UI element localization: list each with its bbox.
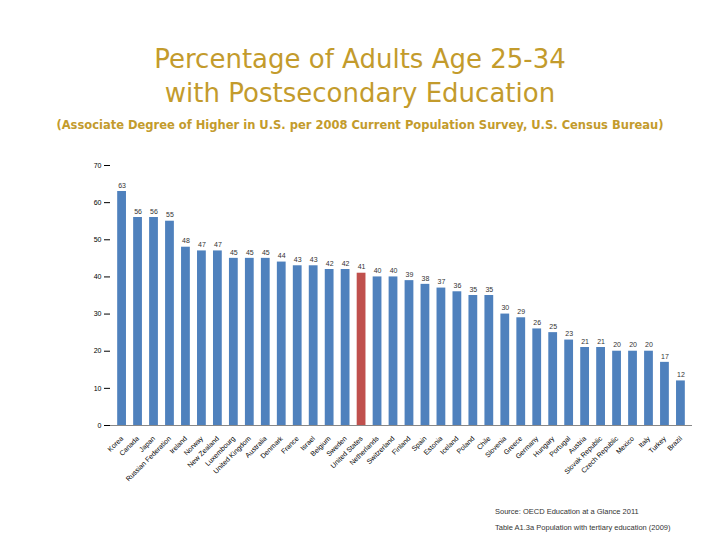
svg-text:Luxembourg: Luxembourg <box>203 434 237 468</box>
svg-text:25: 25 <box>549 323 557 330</box>
svg-text:48: 48 <box>182 237 190 244</box>
svg-text:43: 43 <box>294 256 302 263</box>
html-text:(Associate Degree of Higher in: (Associate Degree of Higher in U.S. per … <box>56 118 664 132</box>
svg-text:Netherlands: Netherlands <box>348 434 380 467</box>
svg-text:12: 12 <box>677 371 685 378</box>
svg-text:Hungary: Hungary <box>531 434 556 459</box>
svg-text:Germany: Germany <box>514 434 540 460</box>
svg-text:56: 56 <box>150 208 158 215</box>
svg-text:Italy: Italy <box>637 434 652 449</box>
svg-text:Switzerland: Switzerland <box>365 434 396 466</box>
svg-text:Chile: Chile <box>475 434 492 451</box>
html-text:Source: OECD Education at a Gl: Source: OECD Education at a Glance 2011 <box>495 507 639 516</box>
svg-text:21: 21 <box>581 338 589 345</box>
svg-text:Greece: Greece <box>502 434 524 456</box>
svg-text:Belgium: Belgium <box>309 434 332 458</box>
svg-text:17: 17 <box>661 353 669 360</box>
svg-text:30: 30 <box>94 310 102 317</box>
svg-text:35: 35 <box>485 286 493 293</box>
svg-text:37: 37 <box>438 278 446 285</box>
svg-text:Iceland: Iceland <box>438 434 460 456</box>
svg-text:47: 47 <box>198 241 206 248</box>
svg-text:30: 30 <box>501 304 509 311</box>
svg-text:45: 45 <box>230 249 238 256</box>
svg-text:20: 20 <box>613 341 621 348</box>
svg-text:21: 21 <box>597 338 605 345</box>
svg-text:Portugal: Portugal <box>548 434 572 458</box>
svg-text:47: 47 <box>214 241 222 248</box>
svg-text:35: 35 <box>469 286 477 293</box>
svg-text:Israel: Israel <box>298 434 316 452</box>
svg-text:42: 42 <box>342 260 350 267</box>
svg-text:Sweden: Sweden <box>325 434 348 458</box>
svg-text:50: 50 <box>94 236 102 243</box>
svg-text:Russian Federation: Russian Federation <box>124 435 172 483</box>
svg-text:56: 56 <box>134 208 142 215</box>
svg-text:29: 29 <box>517 308 525 315</box>
html-text:Percentage of Adults Age 25-34: Percentage of Adults Age 25-34 <box>154 44 566 74</box>
svg-text:Canada: Canada <box>118 435 140 457</box>
svg-text:40: 40 <box>94 273 102 280</box>
html-text:with Postsecondary Education: with Postsecondary Education <box>164 78 556 108</box>
svg-text:Austria: Austria <box>567 434 588 455</box>
svg-text:Denmark: Denmark <box>259 434 284 459</box>
svg-text:0: 0 <box>98 422 102 429</box>
svg-text:26: 26 <box>533 319 541 326</box>
svg-text:38: 38 <box>422 275 430 282</box>
svg-text:10: 10 <box>94 385 102 392</box>
svg-text:23: 23 <box>565 330 573 337</box>
svg-text:20: 20 <box>645 341 653 348</box>
svg-text:40: 40 <box>390 267 398 274</box>
svg-text:Mexico: Mexico <box>615 435 636 456</box>
svg-text:42: 42 <box>326 260 334 267</box>
svg-text:63: 63 <box>118 182 126 189</box>
svg-text:70: 70 <box>94 162 102 169</box>
svg-text:Finland: Finland <box>391 435 412 456</box>
svg-text:40: 40 <box>374 267 382 274</box>
svg-text:Slovenia: Slovenia <box>484 435 508 459</box>
svg-text:France: France <box>280 435 300 455</box>
svg-text:Ireland: Ireland <box>168 434 189 455</box>
svg-text:41: 41 <box>358 263 366 270</box>
svg-text:45: 45 <box>246 249 254 256</box>
svg-text:20: 20 <box>629 341 637 348</box>
svg-text:Slovak Republic: Slovak Republic <box>562 434 604 476</box>
svg-text:36: 36 <box>453 282 461 289</box>
svg-text:United Kingdom: United Kingdom <box>211 434 253 475</box>
svg-text:New Zealand: New Zealand <box>186 434 221 469</box>
svg-text:Estonia: Estonia <box>422 434 444 457</box>
svg-text:Turkey: Turkey <box>647 434 668 455</box>
svg-text:Poland: Poland <box>455 435 475 455</box>
html-text:Table A1.3a Population with te: Table A1.3a Population with tertiary edu… <box>495 523 671 532</box>
svg-text:39: 39 <box>406 271 414 278</box>
svg-text:43: 43 <box>310 256 318 263</box>
svg-text:Brazil: Brazil <box>666 434 684 452</box>
svg-text:44: 44 <box>278 252 286 259</box>
svg-text:Korea: Korea <box>106 434 125 453</box>
svg-text:Czech Republic: Czech Republic <box>580 434 621 475</box>
svg-text:20: 20 <box>94 347 102 354</box>
svg-text:60: 60 <box>94 199 102 206</box>
svg-text:55: 55 <box>166 211 174 218</box>
svg-text:Japan: Japan <box>137 434 157 454</box>
svg-text:45: 45 <box>262 249 270 256</box>
svg-text:United States: United States <box>329 434 364 470</box>
svg-text:Australia: Australia <box>243 434 269 459</box>
svg-text:Spain: Spain <box>410 434 428 453</box>
svg-text:Norway: Norway <box>182 434 205 457</box>
